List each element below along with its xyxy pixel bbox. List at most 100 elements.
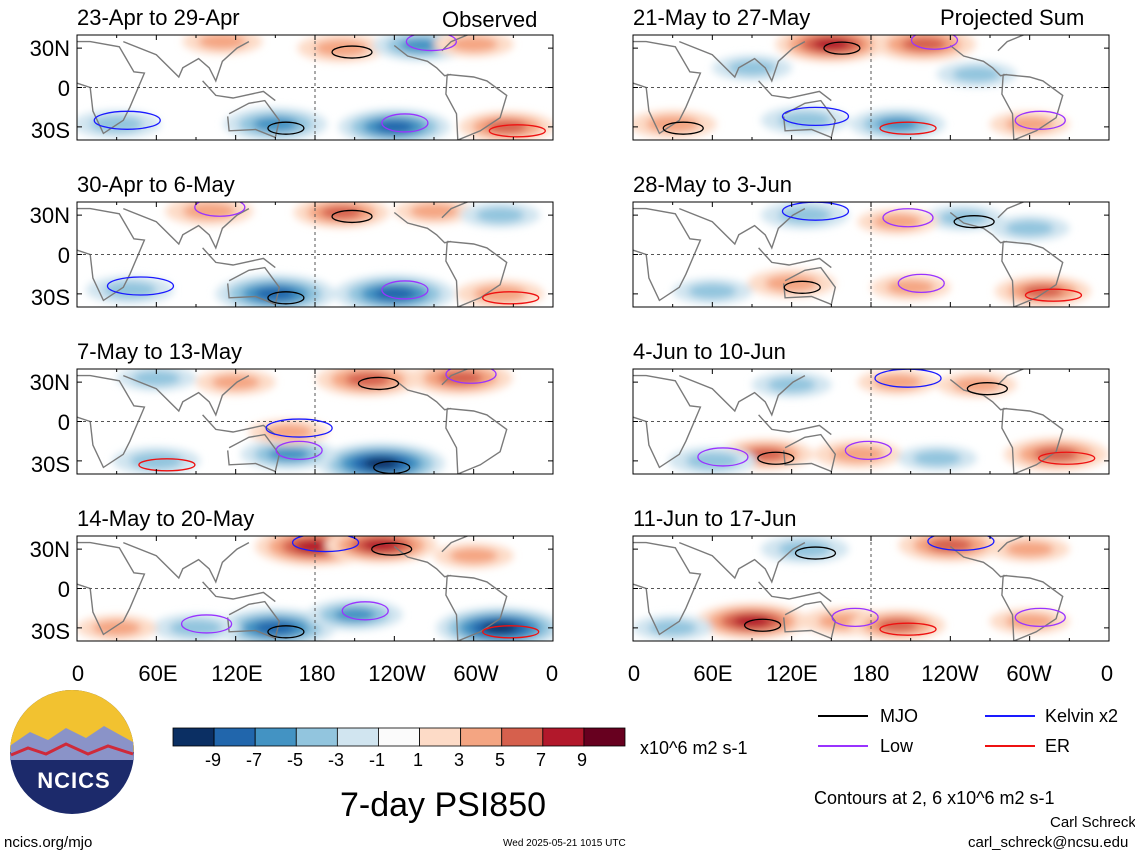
panel-title: 11-Jun to 17-Jun <box>633 506 797 531</box>
coastline <box>679 40 806 83</box>
anomaly-mark <box>1005 220 1054 236</box>
coastline <box>1001 574 1064 641</box>
contour-line <box>371 542 413 556</box>
legend-label-er: ER <box>1045 736 1071 756</box>
legend-label-low: Low <box>880 736 914 756</box>
contour-line <box>1014 607 1066 628</box>
contour-line <box>897 273 945 294</box>
colorbar-swatch <box>460 727 503 747</box>
anomaly-mark <box>363 457 399 470</box>
anomaly-mark <box>103 281 157 299</box>
contour-line <box>405 35 457 52</box>
y-tick-label: 30S <box>30 619 70 644</box>
contour-line <box>482 291 540 305</box>
footer-author: Carl Schreck <box>1050 814 1135 831</box>
colorbar-label: -1 <box>368 750 385 770</box>
contour-line <box>781 106 850 127</box>
anomaly-mark <box>733 615 771 628</box>
contour-line <box>180 614 233 634</box>
contour-line <box>927 536 995 551</box>
anomaly-mark <box>1005 116 1054 132</box>
anomaly-mark <box>688 283 737 299</box>
x-tick-label: 120W <box>368 661 426 686</box>
y-tick-label: 30N <box>29 203 70 228</box>
anomaly-mark <box>1033 447 1079 462</box>
coastline <box>77 541 146 636</box>
map-panel <box>632 34 1110 141</box>
anomaly-mark <box>255 621 296 635</box>
colorbar-label: 3 <box>453 750 464 770</box>
map-panel <box>76 34 554 141</box>
x-tick-label: 120E <box>211 661 263 686</box>
contour-line <box>291 536 360 553</box>
colorbar-swatch <box>419 727 462 747</box>
panel-title: 14-May to 20-May <box>77 506 255 531</box>
coastline <box>783 266 837 306</box>
coastline <box>1001 73 1064 140</box>
observed-tag: Observed <box>442 7 538 32</box>
contour-line <box>953 215 995 229</box>
anomaly-mark <box>1022 284 1064 298</box>
anomaly-mark <box>253 117 298 132</box>
coastline <box>679 207 806 250</box>
anomaly-mark <box>831 445 885 463</box>
anomaly-mark <box>182 202 236 220</box>
figure-title: 7-day PSI850 <box>340 786 547 824</box>
anomaly-mark <box>264 424 313 440</box>
coastline <box>783 433 837 473</box>
coastline <box>445 407 508 474</box>
coastline <box>77 374 146 469</box>
contour-line <box>783 280 821 294</box>
x-tick-label: 180 <box>298 661 336 686</box>
anomaly-mark <box>778 206 832 224</box>
contour-line <box>93 110 161 130</box>
contour-line <box>341 601 389 621</box>
legend-label-kelvin: Kelvin x2 <box>1045 706 1119 726</box>
contour-line <box>697 447 749 467</box>
anomaly-mark <box>374 287 415 301</box>
contour-line <box>381 113 429 133</box>
colorbar-label: 5 <box>494 750 505 770</box>
legend <box>818 715 1035 747</box>
y-tick-label: 30N <box>29 537 70 562</box>
anomaly-mark <box>320 205 363 220</box>
contour-line <box>882 208 934 228</box>
anomaly-mark <box>334 608 376 622</box>
contour-line <box>1014 110 1066 130</box>
colorbar-swatch <box>213 727 256 747</box>
contour-line <box>265 418 333 438</box>
anomaly-mark <box>873 213 922 230</box>
anomaly-mark <box>476 207 525 223</box>
contour-line <box>357 376 400 391</box>
colorbar-swatch <box>336 727 379 747</box>
contour-line <box>966 382 1009 396</box>
contour-line <box>879 121 937 135</box>
map-panel <box>76 535 554 642</box>
anomaly-mark <box>928 537 973 553</box>
anomaly-mark <box>410 203 458 219</box>
anomaly-mark <box>876 117 919 131</box>
colorbar-label: 1 <box>412 750 423 770</box>
y-tick-label: 0 <box>57 410 70 435</box>
contour-line <box>794 546 837 560</box>
contour-line <box>879 622 937 636</box>
panel-title: 21-May to 27-May <box>633 5 811 30</box>
coastline <box>123 40 250 83</box>
coastline <box>393 211 452 244</box>
colorbar-label: -3 <box>327 750 344 770</box>
anomaly-mark <box>198 35 247 50</box>
x-tick-label: 0 <box>1100 661 1114 686</box>
y-tick-label: 0 <box>57 243 70 268</box>
x-tick-label: 0 <box>71 661 85 686</box>
anomaly-mark <box>778 540 832 558</box>
anomaly-mark <box>1005 541 1054 557</box>
coastline <box>949 211 1008 244</box>
contour-line <box>757 451 795 465</box>
coastline <box>949 378 1008 411</box>
anomaly-mark <box>449 36 498 52</box>
contour-line <box>445 369 497 384</box>
anomaly-mark <box>255 287 296 301</box>
colorbar-label: 7 <box>535 750 546 770</box>
